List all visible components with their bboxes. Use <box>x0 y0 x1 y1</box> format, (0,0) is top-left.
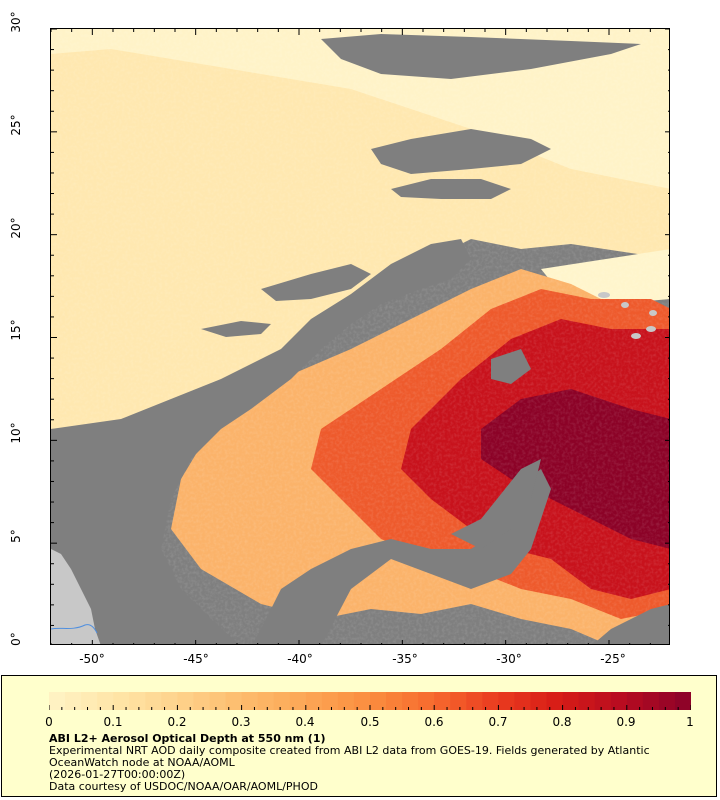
legend-title: ABI L2+ Aerosol Optical Depth at 550 nm … <box>49 732 326 745</box>
river-line <box>51 624 98 634</box>
island <box>649 310 657 316</box>
colorbar-segment <box>241 692 259 710</box>
no-data-region <box>51 239 471 644</box>
colorbar-label: 0.7 <box>488 715 508 729</box>
colorbar-label: 1 <box>686 715 694 729</box>
lon-label-minus30: -30° <box>496 652 522 666</box>
colorbar-label: 0.6 <box>424 715 444 729</box>
colorbar-label: 0.8 <box>552 715 572 729</box>
colorbar-segment <box>49 692 66 710</box>
colorbar-segment <box>466 692 483 710</box>
colorbar-label: 0.5 <box>360 715 380 729</box>
colorbar-segment <box>658 692 676 710</box>
colorbar-segment <box>273 692 291 710</box>
legend-credit: Data courtesy of USDOC/NOAA/OAR/AOML/PHO… <box>49 780 318 793</box>
colorbar-segment <box>386 692 403 710</box>
colorbar-segment <box>161 692 178 710</box>
colorbar-segment <box>65 692 82 710</box>
lat-label-15: 15° <box>9 319 23 341</box>
colorbar-segment <box>370 692 387 710</box>
no-data-region <box>491 349 531 384</box>
colorbar-label: 0.2 <box>167 715 187 729</box>
lon-label-minus25: -25° <box>600 652 626 666</box>
land-south-america <box>51 549 101 644</box>
no-data-region <box>252 469 551 644</box>
colorbar-label: 0 <box>45 715 53 729</box>
lat-label-30: 30° <box>9 11 23 33</box>
colorbar-label: 0.4 <box>295 715 315 729</box>
colorbar-segment <box>257 692 275 710</box>
colorbar-segment <box>305 692 323 710</box>
lon-label-minus40: -40° <box>287 652 313 666</box>
colorbar-segment <box>530 692 548 710</box>
colorbar-segment <box>498 692 515 710</box>
colorbar-segment <box>129 692 146 710</box>
colorbar-label: 0.9 <box>616 715 636 729</box>
legend-timestamp: (2026-01-27T00:00:00Z) <box>49 768 186 781</box>
lat-label-5: 5° <box>9 529 23 543</box>
legend-panel: 0 0.1 0.2 0.3 0.4 0.5 0.6 0.7 0.8 0.9 1 … <box>1 675 717 797</box>
colorbar-segment <box>546 692 564 710</box>
colorbar-segment <box>578 692 596 710</box>
aod-map-canvas <box>51 29 669 644</box>
colorbar-segment <box>337 692 355 710</box>
colorbar-segment <box>402 692 419 710</box>
no-data-region <box>371 129 551 174</box>
colorbar-segment <box>514 692 531 710</box>
island <box>646 326 656 332</box>
colorbar-segment <box>113 692 130 710</box>
colorbar-segment <box>289 692 307 710</box>
colorbar-segment <box>450 692 467 710</box>
colorbar-segment <box>209 692 227 710</box>
colorbar <box>49 692 691 710</box>
lat-label-10: 10° <box>9 422 23 444</box>
no-data-region <box>593 604 669 644</box>
legend-description-cont: OceanWatch node at NOAA/AOML <box>49 756 235 769</box>
no-data-region <box>261 264 371 301</box>
aod-map <box>50 28 670 645</box>
no-data-regions <box>51 34 669 644</box>
lat-label-20: 20° <box>9 217 23 239</box>
colorbar-segment <box>434 692 451 710</box>
colorbar-label: 0.1 <box>103 715 123 729</box>
lon-label-minus50: -50° <box>79 652 105 666</box>
no-data-region <box>391 179 511 199</box>
colorbar-segment <box>626 692 644 710</box>
colorbar-segment <box>610 692 628 710</box>
colorbar-segment <box>674 692 691 710</box>
no-data-region <box>201 321 271 337</box>
colorbar-segment <box>321 692 339 710</box>
island <box>621 302 629 308</box>
island <box>631 333 641 339</box>
colorbar-segment <box>193 692 210 710</box>
lon-label-minus35: -35° <box>392 652 418 666</box>
legend-description: Experimental NRT AOD daily composite cre… <box>49 744 650 757</box>
colorbar-segment <box>81 692 98 710</box>
colorbar-segment <box>177 692 194 710</box>
colorbar-segment <box>353 692 371 710</box>
colorbar-segment <box>225 692 243 710</box>
colorbar-segment <box>594 692 612 710</box>
colorbar-segment <box>482 692 499 710</box>
colorbar-segment <box>418 692 435 710</box>
no-data-region <box>321 34 641 79</box>
lat-label-25: 25° <box>9 114 23 136</box>
colorbar-segment <box>145 692 162 710</box>
colorbar-segment <box>642 692 660 710</box>
colorbar-segment <box>562 692 580 710</box>
lon-label-minus45: -45° <box>183 652 209 666</box>
colorbar-label: 0.3 <box>231 715 251 729</box>
no-data-region <box>451 459 541 549</box>
colorbar-segment <box>97 692 114 710</box>
island <box>598 292 610 298</box>
legend-text: ABI L2+ Aerosol Optical Depth at 550 nm … <box>49 733 689 793</box>
lat-label-0: 0° <box>9 632 23 646</box>
islands <box>598 292 657 339</box>
